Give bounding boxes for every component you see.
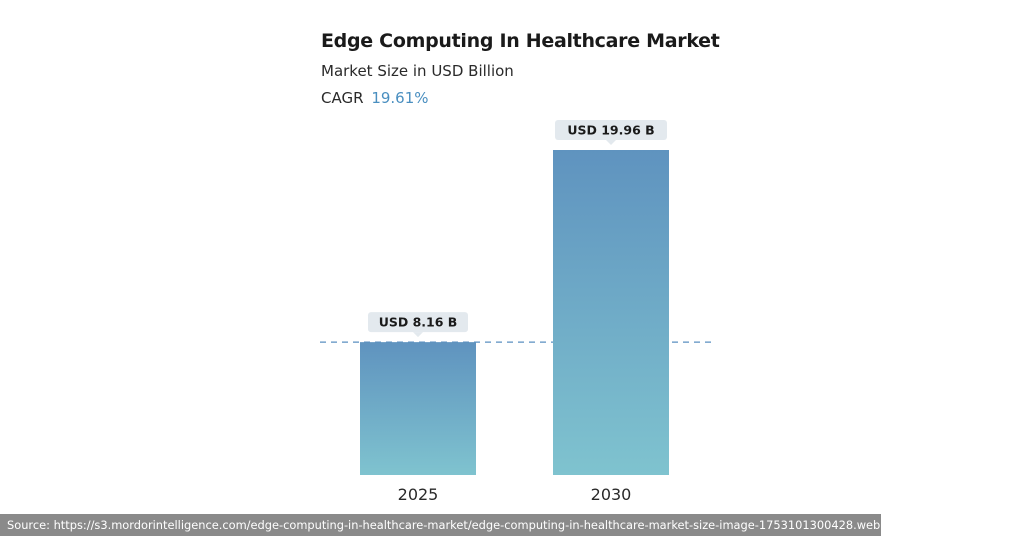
data-label-pointer-2030 xyxy=(606,140,616,145)
bar-2030 xyxy=(553,150,669,475)
chart-title: Edge Computing In Healthcare Market xyxy=(321,30,720,52)
source-caption: Source: https://s3.mordorintelligence.co… xyxy=(0,514,881,536)
chart-plot-area: USD 8.16 B USD 19.96 B 2025 2030 xyxy=(320,120,712,504)
data-label-2030: USD 19.96 B xyxy=(567,123,654,138)
data-label-pointer-2025 xyxy=(413,332,423,338)
data-label-2025: USD 8.16 B xyxy=(379,315,458,330)
data-label-bg-2025 xyxy=(368,312,468,333)
x-tick-label-2025: 2025 xyxy=(398,485,439,504)
data-label-bg-2030 xyxy=(555,120,667,140)
cagr-label: CAGR xyxy=(321,89,364,107)
x-tick-label-2030: 2030 xyxy=(591,485,632,504)
chart-subtitle: Market Size in USD Billion xyxy=(321,62,514,80)
cagr-line: CAGR 19.61% xyxy=(321,89,429,107)
cagr-value: 19.61% xyxy=(371,89,429,107)
bar-2025 xyxy=(360,342,476,475)
